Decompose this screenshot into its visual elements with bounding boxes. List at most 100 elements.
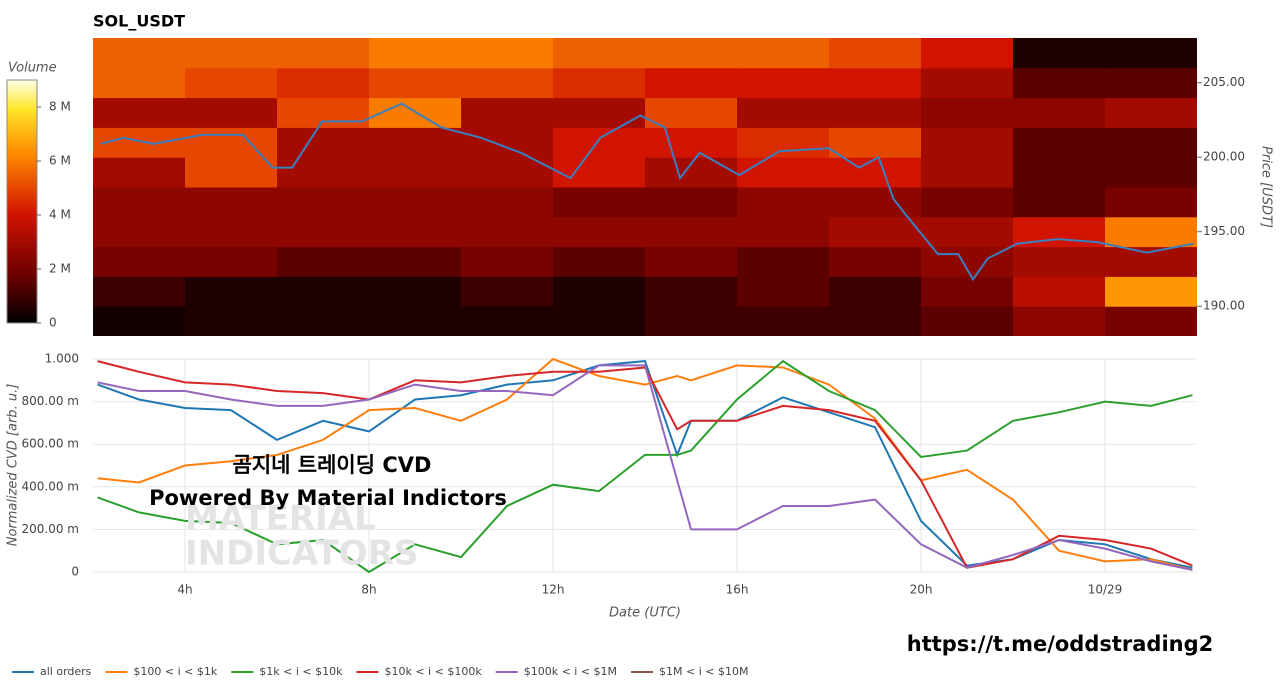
heatmap-cell bbox=[645, 216, 738, 248]
y-axis-label: Price [USDT] bbox=[1259, 146, 1274, 228]
x-tick-label: 20h bbox=[910, 583, 933, 597]
heatmap-cell bbox=[277, 306, 370, 336]
heatmap-cell bbox=[369, 276, 462, 307]
heatmap-cell bbox=[1013, 276, 1106, 307]
y-tick-label: 0 bbox=[71, 565, 79, 579]
heatmap-cell bbox=[93, 276, 186, 307]
heatmap-cell bbox=[645, 187, 738, 218]
heatmap-cell bbox=[645, 97, 738, 128]
heatmap-cell bbox=[369, 67, 462, 99]
heatmap-cell bbox=[369, 127, 462, 158]
heatmap-cell bbox=[461, 306, 554, 336]
heatmap-cell bbox=[645, 38, 738, 69]
heatmap-cell bbox=[185, 216, 278, 248]
heatmap-cell bbox=[921, 187, 1014, 218]
heatmap-cell bbox=[1105, 67, 1197, 99]
heatmap-cell bbox=[185, 97, 278, 128]
heatmap-cell bbox=[1105, 157, 1197, 188]
heatmap-cell bbox=[93, 67, 186, 99]
heatmap-cell bbox=[461, 127, 554, 158]
cvd-line bbox=[97, 364, 1193, 571]
heatmap-cell bbox=[829, 187, 922, 218]
heatmap-cell bbox=[1013, 67, 1106, 99]
y-tick-label: 800.00 m bbox=[22, 394, 80, 408]
heatmap-cell bbox=[93, 157, 186, 188]
heatmap-cell bbox=[185, 67, 278, 99]
cvd-line bbox=[97, 360, 1193, 569]
heatmap-cell bbox=[645, 276, 738, 307]
heatmap-cell bbox=[645, 157, 738, 188]
heatmap bbox=[93, 38, 1197, 336]
heatmap-cell bbox=[829, 216, 922, 248]
heatmap-cell bbox=[461, 187, 554, 218]
heatmap-cell bbox=[1013, 38, 1106, 69]
legend-label: $10k < i < $100k bbox=[384, 665, 482, 678]
heatmap-cell bbox=[93, 246, 186, 277]
y-tick-label: 200.00 bbox=[1203, 150, 1245, 164]
heatmap-cell bbox=[553, 187, 646, 218]
heatmap-cell bbox=[277, 276, 370, 307]
heatmap-cell bbox=[829, 97, 922, 128]
heatmap-cell bbox=[737, 216, 830, 248]
heatmap-cell bbox=[829, 127, 922, 158]
x-tick-label: 4h bbox=[177, 583, 192, 597]
heatmap-cell bbox=[461, 97, 554, 128]
heatmap-cell bbox=[829, 67, 922, 99]
heatmap-cell bbox=[645, 246, 738, 277]
heatmap-cell bbox=[461, 276, 554, 307]
heatmap-cell bbox=[921, 157, 1014, 188]
price-line bbox=[100, 102, 1194, 282]
heatmap-cell bbox=[461, 216, 554, 248]
heatmap-cell bbox=[1013, 127, 1106, 158]
heatmap-cell bbox=[1105, 306, 1197, 336]
heatmap-cell bbox=[1105, 38, 1197, 69]
x-tick-label: 8h bbox=[361, 583, 376, 597]
annotation: Powered By Material Indictors bbox=[149, 486, 507, 510]
heatmap-cell bbox=[553, 216, 646, 248]
heatmap-cell bbox=[461, 38, 554, 69]
y-tick-label: 400.00 m bbox=[22, 479, 80, 493]
watermark: MATERIAL bbox=[185, 499, 376, 539]
heatmap-cell bbox=[185, 187, 278, 218]
x-tick-label: 10/29 bbox=[1088, 583, 1123, 597]
legend-label: $100 < i < $1k bbox=[133, 665, 217, 678]
heatmap-cell bbox=[921, 276, 1014, 307]
heatmap-cell bbox=[737, 187, 830, 218]
heatmap-cell bbox=[737, 157, 830, 188]
y-tick-label: 195.00 bbox=[1203, 224, 1245, 238]
heatmap-cell bbox=[921, 216, 1014, 248]
cvd-line bbox=[97, 359, 1193, 574]
heatmap-cell bbox=[645, 306, 738, 336]
heatmap-cell bbox=[921, 97, 1014, 128]
heatmap-cell bbox=[93, 306, 186, 336]
heatmap-cell bbox=[185, 276, 278, 307]
heatmap-cell bbox=[1013, 187, 1106, 218]
legend-label: $1M < i < $10M bbox=[659, 665, 748, 678]
heatmap-cell bbox=[1105, 276, 1197, 307]
heatmap-cell bbox=[829, 306, 922, 336]
heatmap-cell bbox=[1105, 97, 1197, 128]
heatmap-cell bbox=[369, 157, 462, 188]
x-tick-label: 16h bbox=[726, 583, 749, 597]
heatmap-cell bbox=[461, 246, 554, 277]
heatmap-cell bbox=[1013, 306, 1106, 336]
heatmap-cell bbox=[1105, 216, 1197, 248]
heatmap-cell bbox=[737, 67, 830, 99]
heatmap-cell bbox=[461, 67, 554, 99]
annotation-link: https://t.me/oddstrading2 bbox=[907, 632, 1214, 656]
heatmap-cell bbox=[93, 97, 186, 128]
legend-label: $1k < i < $10k bbox=[259, 665, 343, 678]
heatmap-cell bbox=[277, 38, 370, 69]
heatmap-cell bbox=[737, 246, 830, 277]
y-axis-label: Normalized CVD [arb. u.] bbox=[6, 384, 21, 547]
heatmap-cell bbox=[93, 38, 186, 69]
heatmap-cell bbox=[829, 38, 922, 69]
heatmap-cell bbox=[93, 187, 186, 218]
heatmap-cell bbox=[1013, 157, 1106, 188]
heatmap-cell bbox=[921, 127, 1014, 158]
heatmap-cell bbox=[645, 67, 738, 99]
heatmap-cell bbox=[553, 276, 646, 307]
legend-label: all orders bbox=[40, 665, 92, 678]
colorbar-tick-label: 2 M bbox=[49, 262, 71, 276]
x-tick-label: 12h bbox=[542, 583, 565, 597]
